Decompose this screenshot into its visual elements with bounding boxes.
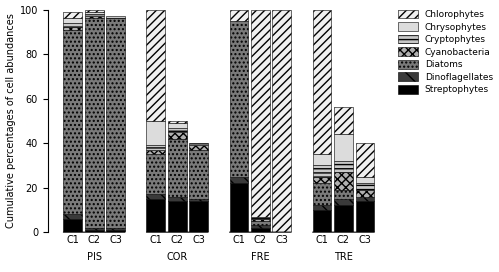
- Bar: [190, 150, 208, 199]
- Bar: [85, 16, 104, 18]
- Bar: [168, 201, 187, 232]
- Bar: [334, 205, 353, 232]
- Bar: [251, 217, 270, 219]
- Text: FRE: FRE: [251, 252, 269, 262]
- Bar: [106, 228, 125, 230]
- Bar: [168, 128, 187, 132]
- Text: COR: COR: [167, 252, 188, 262]
- Bar: [251, 228, 270, 232]
- Bar: [85, 14, 104, 16]
- Bar: [356, 183, 374, 190]
- Bar: [147, 199, 165, 232]
- Bar: [168, 197, 187, 201]
- Bar: [334, 199, 353, 205]
- Text: TRE: TRE: [334, 252, 353, 262]
- Bar: [106, 230, 125, 232]
- Bar: [230, 10, 249, 21]
- Bar: [168, 121, 187, 123]
- Bar: [190, 199, 208, 201]
- Bar: [190, 145, 208, 150]
- Bar: [63, 18, 82, 23]
- Bar: [251, 219, 270, 221]
- Legend: Chlorophytes, Chrysophytes, Cryptophytes, Cyanobacteria, Diatoms, Dinoflagellate: Chlorophytes, Chrysophytes, Cryptophytes…: [398, 10, 493, 94]
- Bar: [313, 10, 331, 154]
- Bar: [313, 165, 331, 177]
- Bar: [147, 150, 165, 154]
- Bar: [334, 161, 353, 172]
- Bar: [190, 201, 208, 232]
- Bar: [313, 210, 331, 232]
- Bar: [334, 172, 353, 190]
- Bar: [63, 23, 82, 27]
- Bar: [85, 228, 104, 230]
- Bar: [230, 21, 249, 177]
- Bar: [147, 145, 165, 150]
- Bar: [230, 177, 249, 183]
- Bar: [313, 183, 331, 205]
- Bar: [334, 107, 353, 134]
- Bar: [313, 154, 331, 165]
- Bar: [334, 134, 353, 161]
- Bar: [147, 154, 165, 194]
- Bar: [356, 201, 374, 232]
- Y-axis label: Cumulative percentages of cell abundances: Cumulative percentages of cell abundance…: [5, 13, 15, 228]
- Bar: [313, 177, 331, 183]
- Bar: [147, 10, 165, 121]
- Text: PIS: PIS: [87, 252, 102, 262]
- Bar: [85, 18, 104, 228]
- Bar: [313, 205, 331, 210]
- Bar: [168, 139, 187, 197]
- Bar: [251, 10, 270, 217]
- Bar: [272, 10, 291, 232]
- Bar: [356, 177, 374, 183]
- Bar: [106, 16, 125, 18]
- Bar: [251, 225, 270, 228]
- Bar: [147, 194, 165, 199]
- Bar: [85, 12, 104, 14]
- Bar: [147, 121, 165, 145]
- Bar: [63, 12, 82, 18]
- Bar: [334, 190, 353, 199]
- Bar: [168, 123, 187, 128]
- Bar: [356, 197, 374, 201]
- Bar: [356, 190, 374, 197]
- Bar: [85, 230, 104, 232]
- Bar: [168, 132, 187, 139]
- Bar: [63, 30, 82, 214]
- Bar: [106, 18, 125, 228]
- Bar: [85, 10, 104, 12]
- Bar: [356, 143, 374, 177]
- Bar: [230, 183, 249, 232]
- Bar: [251, 221, 270, 225]
- Bar: [63, 219, 82, 232]
- Bar: [63, 214, 82, 219]
- Bar: [63, 27, 82, 30]
- Bar: [190, 143, 208, 145]
